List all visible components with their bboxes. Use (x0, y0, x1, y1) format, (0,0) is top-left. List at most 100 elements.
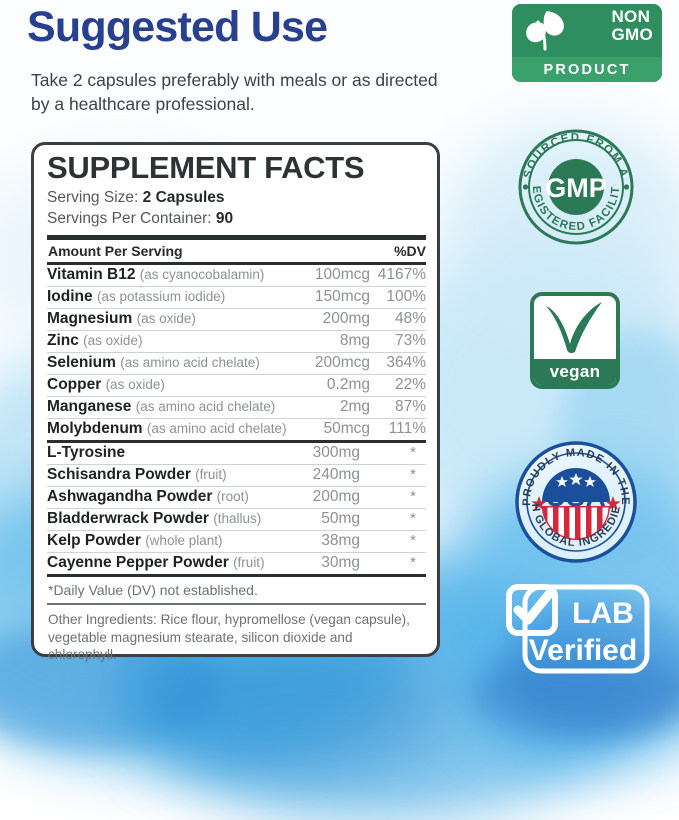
nutrient-amount: 200mcg (288, 352, 370, 375)
nutrient-amount: 150mcg (288, 286, 370, 309)
nutrient-daily-value: 73% (370, 330, 426, 353)
column-header-dv: %DV (394, 242, 426, 259)
table-row: Molybdenum (as amino acid chelate) 50mcg 1… (47, 418, 426, 440)
nutrient-daily-value: 364% (370, 352, 426, 375)
nutrient-daily-value: * (360, 508, 426, 531)
nutrients-table: Vitamin B12 (as cyanocobalamin) 100mcg 416… (47, 264, 426, 440)
vegan-label-band: vegan (534, 359, 616, 385)
servings-per-container-value: 90 (215, 210, 234, 228)
herbal-blend-table: L-Tyrosine 300mg * Schisandra Powder (fruit… (47, 442, 426, 574)
divider-between-sections (47, 439, 426, 443)
nutrient-amount: 100mcg (288, 264, 370, 287)
suggested-use-text: Take 2 capsules preferably with meals or… (31, 70, 438, 114)
lab-line2: Verified (529, 634, 637, 667)
table-row: Ashwagandha Powder (root) 200mg * (47, 486, 426, 509)
serving-size-value: 2 Capsules (142, 188, 225, 206)
table-row: Kelp Powder (whole plant) 38mg * (47, 530, 426, 553)
nutrient-source: (as oxide) (136, 310, 196, 326)
nutrient-daily-value: 100% (370, 286, 426, 309)
servings-per-container-label: Servings Per Container: (47, 210, 212, 228)
non-gmo-badge: NON GMO PRODUCT (512, 4, 662, 82)
nutrient-source: (as potassium iodide) (96, 288, 226, 304)
serving-size-row: Serving Size: 2 Capsules (47, 189, 426, 208)
lab-verified-badge: LAB Verified (505, 583, 653, 675)
nutrient-source: (as cyanocobalamin) (139, 266, 265, 282)
lab-line1: LAB (572, 597, 634, 630)
nutrient-source: (fruit) (233, 554, 265, 570)
nutrient-amount: 0.2mg (288, 374, 370, 397)
non-gmo-product-label: PRODUCT (543, 61, 631, 78)
serving-size-label: Serving Size: (47, 188, 139, 206)
nutrient-daily-value: * (360, 464, 426, 487)
certification-badges-column: NON GMO PRODUCT GMP SOURCED FROM A REGIS… (470, 0, 679, 696)
supplement-facts-panel: SUPPLEMENT FACTS Serving Size: 2 Capsule… (31, 142, 440, 662)
nutrient-daily-value: * (360, 442, 426, 465)
nutrient-name: Kelp Powder (whole plant) (47, 530, 278, 553)
nutrient-name: Bladderwrack Powder (thallus) (47, 508, 278, 531)
nutrient-amount: 240mg (278, 464, 360, 487)
non-gmo-line2: GMO (611, 25, 653, 45)
supplement-facts-title: SUPPLEMENT FACTS (47, 150, 365, 185)
divider-under-header (47, 261, 426, 265)
table-row: Iodine (as potassium iodide) 150mcg 100% (47, 286, 426, 309)
gmp-center-text: GMP (545, 173, 607, 203)
nutrient-daily-value: 111% (388, 419, 426, 437)
table-row: Schisandra Powder (fruit) 240mg * (47, 464, 426, 487)
divider-above-other-ingredients (47, 602, 426, 605)
nutrient-source: (whole plant) (145, 532, 223, 548)
nutrient-amount: 200mg (278, 486, 360, 509)
nutrient-name: Vitamin B12 (as cyanocobalamin) (47, 264, 288, 287)
other-ingredients-text: Other Ingredients: Rice flour, hypromell… (48, 611, 410, 663)
servings-per-container-row: Servings Per Container: 90 (47, 210, 426, 229)
checkmark-icon (546, 302, 602, 354)
nutrient-name: Selenium (as amino acid chelate) (47, 352, 288, 375)
nutrient-amount: 38mg (278, 530, 360, 553)
nutrient-name: Schisandra Powder (fruit) (47, 464, 278, 487)
daily-value-footnote: *Daily Value (DV) not established. (48, 581, 258, 598)
nutrient-amount: 8mg (288, 330, 370, 353)
vegan-check-area (534, 296, 616, 358)
divider-above-footnote (47, 573, 426, 577)
check-icon (513, 589, 554, 625)
table-row: Bladderwrack Powder (thallus) 50mg * (47, 508, 426, 531)
gmp-badge: GMP SOURCED FROM A REGISTERED FACILITY (517, 128, 635, 246)
usa-center-text: USA (546, 481, 607, 512)
nutrient-name: Magnesium (as oxide) (47, 308, 288, 331)
non-gmo-bottom: PRODUCT (512, 57, 662, 82)
nutrient-daily-value: 4167% (370, 264, 426, 287)
nutrient-name: Cayenne Pepper Powder (fruit) (47, 553, 265, 571)
nutrient-name: Molybdenum (as amino acid chelate) (47, 419, 287, 437)
table-row: Cayenne Pepper Powder (fruit) 30mg * (47, 552, 426, 574)
nutrient-source: (as oxide) (83, 332, 143, 348)
nutrient-source: (as amino acid chelate) (120, 354, 260, 370)
nutrient-name: Iodine (as potassium iodide) (47, 286, 288, 309)
non-gmo-top: NON GMO (512, 4, 662, 57)
nutrient-amount: 300mg (278, 442, 360, 465)
nutrient-daily-value: * (410, 553, 416, 571)
non-gmo-line1: NON (611, 7, 651, 26)
nutrient-source: (root) (216, 488, 249, 504)
nutrient-amount: 50mg (278, 508, 360, 531)
nutrient-daily-value: 48% (370, 308, 426, 331)
table-row: Zinc (as oxide) 8mg 73% (47, 330, 426, 353)
column-header-amount: Amount Per Serving (48, 242, 183, 259)
nutrient-name: L-Tyrosine (47, 442, 278, 465)
label-content-column: Suggested Use Take 2 capsules preferably… (27, 3, 440, 662)
nutrient-daily-value: * (360, 486, 426, 509)
nutrient-source: (as amino acid chelate) (135, 398, 276, 414)
checkbox-icon (506, 584, 558, 636)
leaf-icon (522, 9, 570, 54)
table-row: Magnesium (as oxide) 200mg 48% (47, 308, 426, 331)
divider-thick-top (47, 234, 426, 240)
nutrient-source: (fruit) (195, 466, 227, 482)
nutrient-daily-value: 22% (370, 374, 426, 397)
made-in-usa-badge: USA PROUDLY MADE IN THE WITH GLOBAL INGR… (514, 440, 638, 564)
nutrient-daily-value: 87% (370, 396, 426, 419)
nutrient-daily-value: * (360, 530, 426, 553)
nutrient-name: Ashwagandha Powder (root) (47, 486, 278, 509)
nutrient-amount: 50mcg (323, 419, 370, 437)
nutrient-source: (thallus) (213, 510, 262, 526)
nutrient-amount: 30mg (321, 553, 360, 571)
nutrient-source: (as amino acid chelate) (146, 420, 287, 436)
table-row: Copper (as oxide) 0.2mg 22% (47, 374, 426, 397)
